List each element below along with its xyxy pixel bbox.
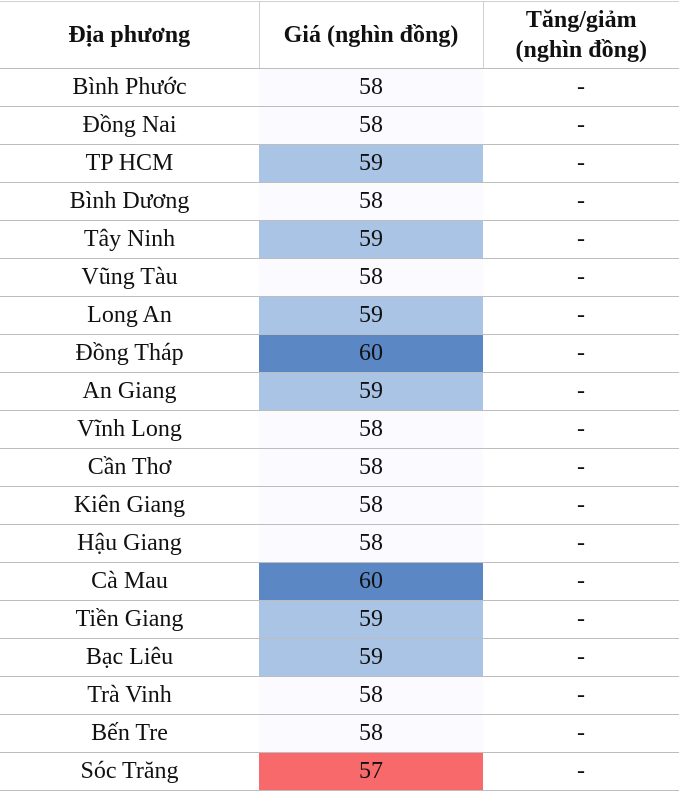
change-cell: -	[483, 182, 679, 221]
change-cell: -	[483, 144, 679, 183]
table-row: Trà Vinh 58-	[0, 676, 679, 715]
price-cell: 58	[259, 486, 483, 525]
table-row: Đồng Tháp 60-	[0, 334, 679, 373]
table-row: Vĩnh Long 58-	[0, 410, 679, 449]
price-cell: 59	[259, 638, 483, 677]
change-cell: -	[483, 752, 679, 791]
header-row: Địa phương Giá (nghìn đồng) Tăng/giảm (n…	[0, 1, 679, 69]
price-cell: 58	[259, 106, 483, 145]
price-cell: 60	[259, 562, 483, 601]
table-row: Cần Thơ 58-	[0, 448, 679, 487]
table-row: An Giang 59-	[0, 372, 679, 411]
table-row: Long An 59-	[0, 296, 679, 335]
price-cell: 58	[259, 524, 483, 563]
change-cell: -	[483, 258, 679, 297]
change-cell: -	[483, 638, 679, 677]
change-cell: -	[483, 68, 679, 107]
change-cell: -	[483, 334, 679, 373]
region-cell: Cà Mau	[0, 562, 259, 601]
change-cell: -	[483, 410, 679, 449]
price-cell: 59	[259, 296, 483, 335]
header-price: Giá (nghìn đồng)	[259, 1, 484, 69]
table-row: Bạc Liêu 59-	[0, 638, 679, 677]
region-cell: Vũng Tàu	[0, 258, 259, 297]
region-cell: Đồng Nai	[0, 106, 259, 145]
change-cell: -	[483, 676, 679, 715]
price-cell: 58	[259, 258, 483, 297]
region-cell: Kiên Giang	[0, 486, 259, 525]
price-cell: 58	[259, 410, 483, 449]
price-cell: 58	[259, 448, 483, 487]
table-row: Kiên Giang 58-	[0, 486, 679, 525]
change-cell: -	[483, 448, 679, 487]
change-cell: -	[483, 220, 679, 259]
region-cell: Bạc Liêu	[0, 638, 259, 677]
table-row: Tây Ninh 59-	[0, 220, 679, 259]
table-row: Bình Phước 58-	[0, 68, 679, 107]
change-cell: -	[483, 296, 679, 335]
price-cell: 59	[259, 220, 483, 259]
region-cell: Cần Thơ	[0, 448, 259, 487]
price-cell: 58	[259, 182, 483, 221]
change-cell: -	[483, 524, 679, 563]
price-cell: 58	[259, 68, 483, 107]
table-row: Bến Tre 58-	[0, 714, 679, 753]
price-cell: 57	[259, 752, 483, 791]
region-cell: Vĩnh Long	[0, 410, 259, 449]
price-cell: 59	[259, 600, 483, 639]
price-cell: 59	[259, 144, 483, 183]
change-cell: -	[483, 106, 679, 145]
table-row: Tiền Giang 59-	[0, 600, 679, 639]
change-cell: -	[483, 714, 679, 753]
table-row: Bình Dương 58-	[0, 182, 679, 221]
region-cell: Trà Vinh	[0, 676, 259, 715]
table-row: Đồng Nai 58-	[0, 106, 679, 145]
region-cell: Long An	[0, 296, 259, 335]
change-cell: -	[483, 562, 679, 601]
table-row: Sóc Trăng 57-	[0, 752, 679, 791]
header-change: Tăng/giảm (nghìn đồng)	[483, 1, 679, 69]
region-cell: Sóc Trăng	[0, 752, 259, 791]
region-cell: Bình Dương	[0, 182, 259, 221]
table-row: TP HCM 59-	[0, 144, 679, 183]
region-cell: Đồng Tháp	[0, 334, 259, 373]
price-cell: 60	[259, 334, 483, 373]
table-row: Hậu Giang 58-	[0, 524, 679, 563]
header-region: Địa phương	[0, 1, 260, 69]
region-cell: Tây Ninh	[0, 220, 259, 259]
price-cell: 59	[259, 372, 483, 411]
region-cell: An Giang	[0, 372, 259, 411]
region-cell: Bến Tre	[0, 714, 259, 753]
table-row: Vũng Tàu 58-	[0, 258, 679, 297]
change-cell: -	[483, 486, 679, 525]
change-cell: -	[483, 372, 679, 411]
region-cell: TP HCM	[0, 144, 259, 183]
change-cell: -	[483, 600, 679, 639]
region-cell: Tiền Giang	[0, 600, 259, 639]
price-cell: 58	[259, 676, 483, 715]
table-row: Cà Mau 60-	[0, 562, 679, 601]
region-cell: Bình Phước	[0, 68, 259, 107]
region-cell: Hậu Giang	[0, 524, 259, 563]
price-cell: 58	[259, 714, 483, 753]
